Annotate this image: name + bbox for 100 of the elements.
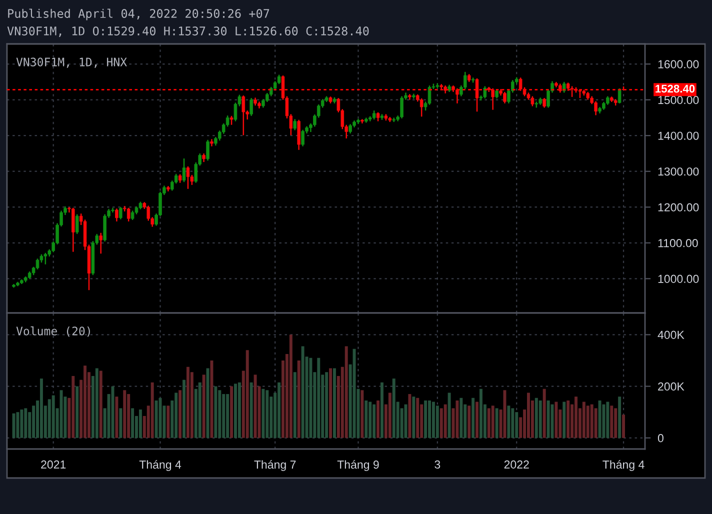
y-tick-label: 1000.00 (658, 274, 699, 283)
candlestick (297, 119, 300, 151)
bar (416, 398, 420, 438)
bar (476, 402, 478, 438)
bar (432, 402, 435, 438)
bar (127, 394, 130, 438)
bar (206, 368, 210, 438)
bar (460, 398, 463, 438)
candlestick (75, 214, 79, 235)
candlestick (542, 97, 546, 108)
bar (590, 404, 594, 438)
candlestick (503, 91, 506, 104)
bar (154, 400, 158, 438)
bar (178, 390, 182, 438)
bar (230, 386, 234, 438)
candlestick (44, 252, 48, 265)
bar (76, 386, 79, 438)
bar (412, 396, 416, 438)
bar (444, 404, 447, 438)
bar (372, 404, 376, 438)
bar (95, 368, 98, 438)
bar (602, 404, 606, 438)
candlestick (400, 96, 404, 120)
bar (582, 402, 586, 438)
candlestick (182, 158, 186, 183)
x-tick-label: Tháng 4 (139, 460, 182, 471)
bar (448, 392, 451, 438)
bar (20, 410, 24, 438)
bar (309, 358, 312, 438)
bar (392, 378, 396, 438)
candlestick (483, 86, 487, 99)
bar (511, 408, 514, 438)
candlestick (126, 207, 130, 222)
x-tick-label: Tháng 7 (254, 460, 296, 471)
bar (566, 400, 570, 438)
bar (48, 399, 51, 438)
bar (329, 368, 332, 438)
text: Volume (20) (16, 326, 90, 337)
bar (202, 374, 206, 438)
bar (234, 384, 237, 438)
candlestick (206, 139, 210, 162)
bar (562, 402, 566, 438)
bar (222, 394, 226, 438)
candlestick (250, 97, 253, 117)
y-tick-label: 1400.00 (658, 132, 699, 140)
bar (238, 382, 241, 438)
bar (344, 346, 348, 438)
bar (428, 400, 431, 438)
bar (214, 386, 218, 438)
bar (119, 408, 122, 438)
bar (301, 346, 304, 438)
bar (226, 394, 230, 438)
y-tick-label: 400K (658, 330, 684, 339)
bar (317, 358, 320, 438)
bar (72, 376, 75, 438)
bar (491, 406, 494, 438)
bar (554, 402, 558, 438)
bar (186, 366, 190, 438)
bar (388, 392, 392, 438)
bar (622, 414, 626, 438)
bar (546, 400, 550, 438)
candlestick (428, 84, 432, 106)
candlestick (119, 206, 122, 220)
bar (16, 412, 20, 438)
bar (495, 408, 498, 438)
bar (60, 390, 63, 438)
bar (456, 400, 459, 438)
bar (542, 388, 546, 438)
bar (246, 350, 249, 438)
bar (468, 406, 471, 438)
candlestick (72, 207, 75, 252)
text: VN30F1M, 1D, HNX (16, 58, 127, 68)
bar (614, 408, 618, 438)
bar (364, 400, 368, 438)
x-tick-label: 2022 (504, 460, 529, 469)
bar (368, 402, 372, 438)
y-tick-label: 0 (658, 434, 664, 442)
candlestick (99, 232, 102, 254)
bar (503, 390, 506, 438)
bar (198, 382, 202, 438)
x-tick-label: 3 (434, 460, 440, 469)
bar (40, 378, 43, 438)
bar (586, 406, 590, 438)
candlestick (348, 124, 352, 134)
candlestick (293, 118, 297, 131)
bar (606, 402, 610, 438)
candlestick (115, 208, 118, 222)
candlestick (420, 98, 424, 118)
bar (52, 395, 55, 438)
x-tick-label: 2021 (41, 460, 66, 469)
bar (182, 380, 186, 438)
bar (325, 372, 328, 438)
candlestick (130, 210, 134, 221)
y-tick-label: 1500.00 (658, 96, 699, 104)
bar (479, 388, 482, 438)
ref-line-label: 1528.40 (656, 84, 695, 93)
bar (254, 374, 257, 438)
bar (380, 382, 384, 438)
candlestick (36, 258, 40, 270)
bar (123, 390, 126, 438)
